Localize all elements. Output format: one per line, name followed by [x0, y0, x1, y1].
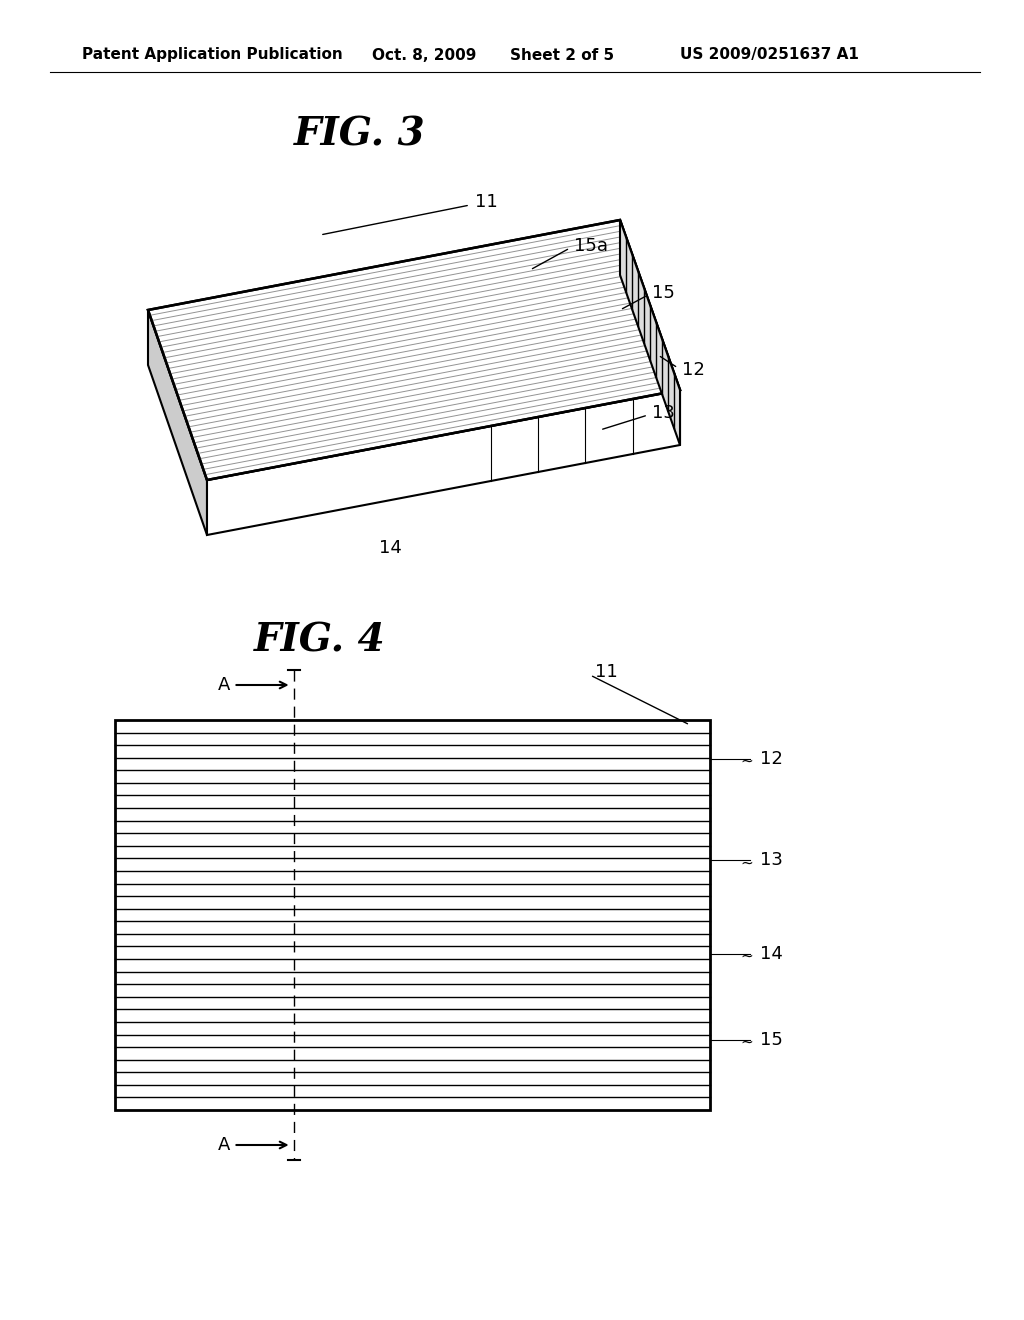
Text: FIG. 3: FIG. 3 — [294, 116, 426, 154]
Polygon shape — [148, 220, 680, 480]
Text: 14: 14 — [760, 945, 783, 964]
Text: FIG. 4: FIG. 4 — [254, 620, 386, 659]
Text: 13: 13 — [652, 404, 675, 422]
Text: ~: ~ — [740, 1035, 753, 1049]
Text: A: A — [218, 676, 230, 694]
Bar — [115, 719, 710, 1110]
Text: US 2009/0251637 A1: US 2009/0251637 A1 — [680, 48, 859, 62]
Text: 11: 11 — [595, 663, 617, 681]
Text: 12: 12 — [760, 750, 783, 768]
Polygon shape — [620, 220, 680, 445]
Text: 15: 15 — [652, 284, 675, 302]
Text: 14: 14 — [379, 539, 401, 557]
Polygon shape — [148, 310, 207, 535]
Text: ~: ~ — [740, 754, 753, 770]
Text: 12: 12 — [682, 360, 705, 379]
Polygon shape — [207, 389, 680, 535]
Text: ~: ~ — [740, 855, 753, 870]
Text: Patent Application Publication: Patent Application Publication — [82, 48, 343, 62]
Text: ~: ~ — [740, 949, 753, 964]
Text: Oct. 8, 2009: Oct. 8, 2009 — [372, 48, 476, 62]
Text: 15a: 15a — [574, 238, 608, 255]
Text: 13: 13 — [760, 851, 783, 870]
Text: 11: 11 — [475, 193, 498, 211]
Text: A: A — [218, 1137, 230, 1154]
Text: 15: 15 — [760, 1031, 783, 1049]
Text: Sheet 2 of 5: Sheet 2 of 5 — [510, 48, 614, 62]
